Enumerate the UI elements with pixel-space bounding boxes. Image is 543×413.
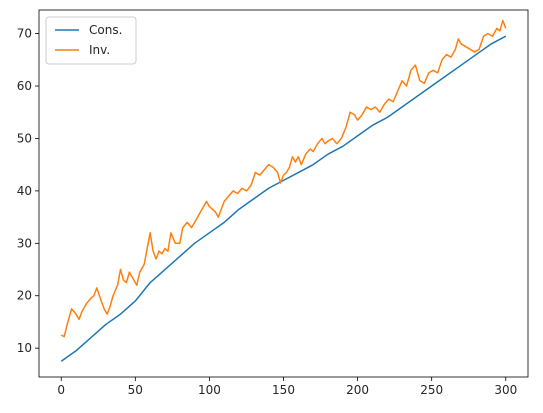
series-group	[60, 19, 507, 362]
y-tick-label: 30	[17, 236, 32, 250]
y-tick-label: 10	[17, 341, 32, 355]
x-tick-label: 50	[128, 383, 143, 397]
y-tick-label: 50	[17, 131, 32, 145]
x-tick-label: 200	[346, 383, 369, 397]
y-tick-label: 60	[17, 79, 32, 93]
y-tick-label: 20	[17, 289, 32, 303]
y-tick-label: 40	[17, 184, 32, 198]
legend-label-cons: Cons.	[89, 23, 122, 37]
y-tick-label: 70	[17, 27, 32, 41]
x-tick-label: 300	[494, 383, 517, 397]
x-tick-label: 0	[57, 383, 65, 397]
x-tick-label: 100	[198, 383, 221, 397]
plot-axes: 0 50 100 150 200 250 300 10 20 30 40 50 60 70	[17, 9, 529, 397]
x-tick-label: 250	[420, 383, 443, 397]
x-tick-label: 150	[272, 383, 295, 397]
legend-box	[45, 16, 137, 65]
plot-frame	[38, 9, 529, 378]
series-line-inv	[60, 19, 507, 338]
legend-label-inv: Inv.	[89, 43, 110, 57]
series-line-cons	[60, 35, 507, 362]
legend: Cons. Inv.	[45, 16, 137, 65]
